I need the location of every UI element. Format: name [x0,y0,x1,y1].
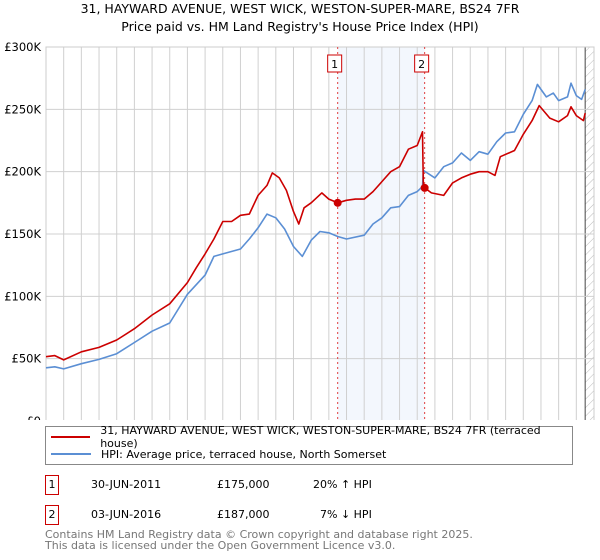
legend: 31, HAYWARD AVENUE, WEST WICK, WESTON-SU… [45,424,573,465]
transaction-badge: 2 [45,505,59,525]
legend-label-hpi: HPI: Average price, terraced house, Nort… [101,447,387,461]
y-tick-label: £200K [4,165,41,179]
sale-point [333,198,342,207]
property-price-line [45,104,586,361]
y-tick-label: £0 [26,414,41,420]
footer-copyright: Contains HM Land Registry data © Crown c… [45,528,473,541]
y-tick-label: £150K [4,227,41,241]
hpi-line [45,82,586,370]
y-tick-label: £100K [4,289,41,303]
sale-badge-label: 1 [331,58,338,71]
legend-swatch-property [51,436,91,438]
y-tick-label: £300K [4,40,41,54]
transaction-price: £175,000 [217,478,270,491]
transaction-date: 03-JUN-2016 [91,508,162,521]
footer: Contains HM Land Registry data © Crown c… [45,529,473,551]
transaction-hpi: 7% ↓ HPI [320,508,372,521]
footer-licence: This data is licensed under the Open Gov… [45,539,396,552]
sale-badge-label: 2 [418,58,425,71]
transaction-price: £187,000 [217,508,270,521]
chart-title: 31, HAYWARD AVENUE, WEST WICK, WESTON-SU… [80,1,520,16]
y-tick-label: £250K [4,102,41,116]
sale-badge [414,54,430,73]
transaction-hpi: 20% ↑ HPI [313,478,372,491]
sale-badge [327,54,343,73]
transaction-badge: 1 [45,475,59,495]
sale-point [420,183,429,192]
transaction-date: 30-JUN-2011 [91,478,162,491]
legend-swatch-hpi [51,453,91,455]
chart-subtitle: Price paid vs. HM Land Registry's House … [121,19,479,34]
y-tick-label: £50K [12,352,42,366]
price-chart: 1995199619971998199920002001200220032004… [4,40,595,420]
legend-label-property: 31, HAYWARD AVENUE, WEST WICK, WESTON-SU… [100,424,541,450]
plot-frame [45,46,595,420]
